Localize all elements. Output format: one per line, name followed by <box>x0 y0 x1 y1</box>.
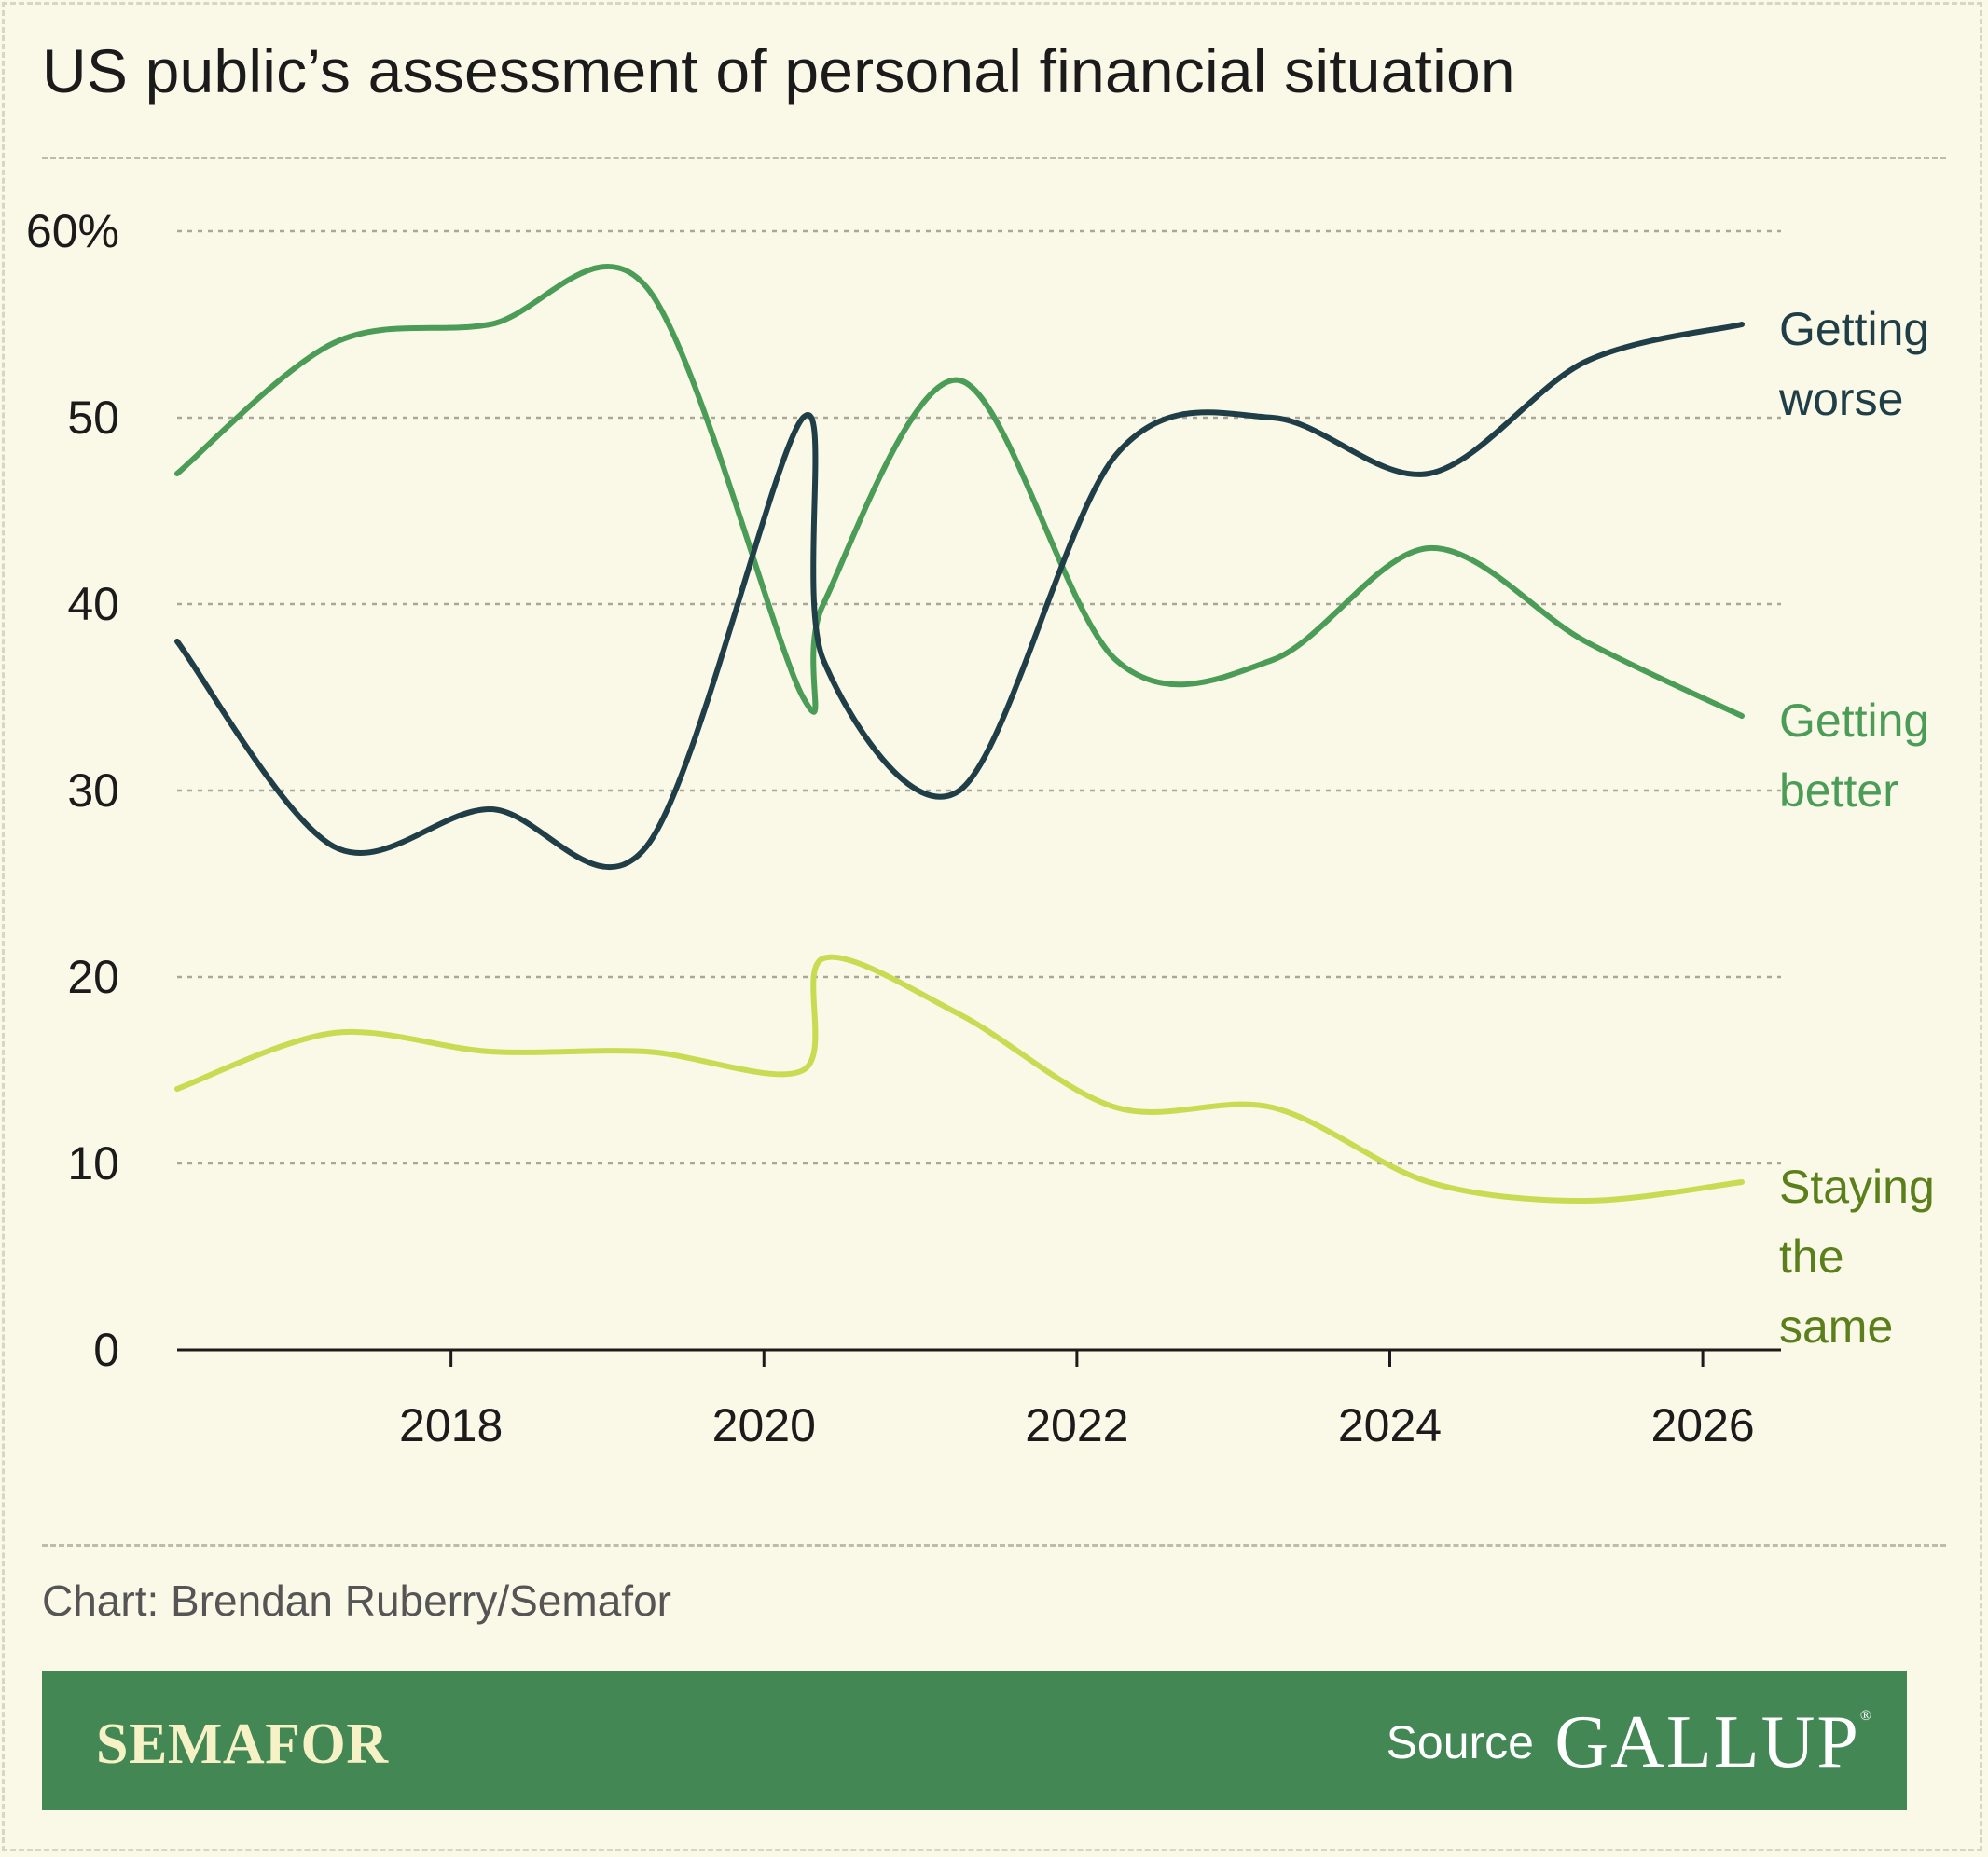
chart-title: US public’s assessment of personal finan… <box>42 36 1515 105</box>
y-tick-label: 40 <box>67 578 119 630</box>
x-tick-label: 2022 <box>1025 1399 1128 1451</box>
top-divider <box>42 157 1946 159</box>
y-tick-label: 20 <box>67 951 119 1003</box>
series-label-getting-worse: Getting <box>1779 303 1929 355</box>
chart-credit: Chart: Brendan Ruberry/Semafor <box>42 1576 671 1625</box>
registered-mark: ® <box>1859 1708 1873 1724</box>
bottom-divider <box>42 1544 1946 1547</box>
source-label: Source <box>1386 1716 1534 1768</box>
series-line-getting-better <box>174 263 1745 719</box>
line-chart: 0 10 20 30 40 50 60% 2018 2020 2022 2024 2026 Gettin… <box>26 205 1935 1451</box>
semafor-logo: SEMAFOR <box>96 1713 389 1776</box>
x-tick-label: 2026 <box>1650 1399 1754 1451</box>
series-label-getting-worse: worse <box>1778 373 1903 425</box>
gallup-logo-text: GALLUP <box>1554 1701 1860 1783</box>
y-tick-label: 60% <box>26 205 119 257</box>
series-line-staying-the-same <box>174 954 1745 1204</box>
y-tick-label: 30 <box>67 764 119 817</box>
series-label-getting-better: better <box>1779 764 1898 817</box>
series-label-getting-better: Getting <box>1779 695 1929 747</box>
series-label-staying-the-same: same <box>1779 1300 1893 1353</box>
y-tick-label: 0 <box>93 1324 119 1376</box>
x-tick-label: 2024 <box>1338 1399 1442 1451</box>
footer-bar: SEMAFOR Source GALLUP® <box>42 1671 1907 1810</box>
y-tick-label: 10 <box>67 1137 119 1190</box>
y-tick-label: 50 <box>67 392 119 444</box>
series-label-staying-the-same: the <box>1779 1231 1844 1283</box>
gallup-logo: GALLUP® <box>1554 1700 1873 1785</box>
series-line-getting-worse <box>174 322 1745 871</box>
x-tick-label: 2020 <box>712 1399 816 1451</box>
series-label-staying-the-same: Staying <box>1779 1161 1935 1213</box>
x-tick-label: 2018 <box>399 1399 503 1451</box>
